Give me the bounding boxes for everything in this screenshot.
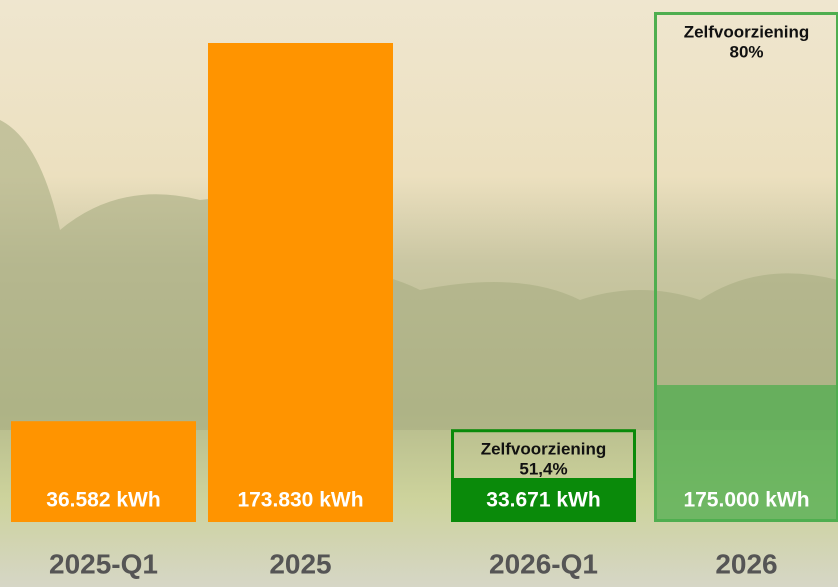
bar	[208, 43, 393, 522]
chart: 36.582 kWh 2025-Q1 173.830 kWh 2025 Zelfvoor…	[0, 0, 838, 587]
annotation-label: Zelfvoorziening	[684, 22, 810, 41]
value-label: 36.582 kWh	[46, 489, 160, 512]
value-label: 175.000 kWh	[683, 489, 809, 512]
category-label: 2026-Q1	[489, 548, 598, 579]
category-label: 2026	[715, 548, 777, 579]
value-label: 173.830 kWh	[237, 489, 363, 512]
annotation-value: 51,4%	[519, 460, 567, 479]
page: 36.582 kWh 2025-Q1 173.830 kWh 2025 Zelfvoor…	[0, 0, 838, 587]
value-label: 33.671 kWh	[486, 489, 600, 512]
category-label: 2025-Q1	[49, 548, 158, 579]
annotation-label: Zelfvoorziening	[481, 440, 607, 459]
category-label: 2025	[269, 548, 331, 579]
annotation-value: 80%	[729, 42, 763, 61]
